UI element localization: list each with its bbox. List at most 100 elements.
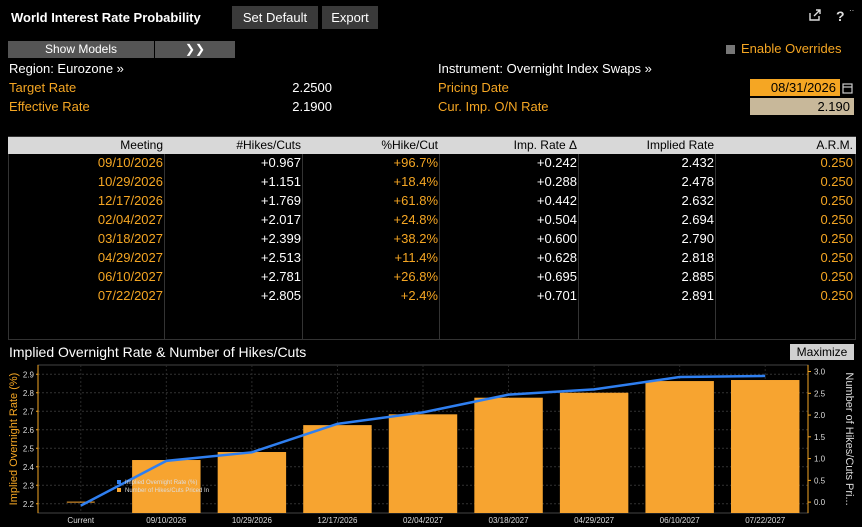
probability-table (8, 136, 856, 340)
header-arm[interactable]: A.R.M. (816, 138, 853, 152)
cell-implied-rate: 2.790 (681, 231, 714, 246)
cell-arm: 0.250 (820, 212, 853, 227)
y2-tick-label: 1.0 (814, 455, 826, 464)
show-models-button[interactable]: Show Models (8, 41, 154, 58)
effective-rate-label: Effective Rate (9, 99, 90, 114)
expand-models-button[interactable]: ❯❯ (155, 41, 235, 58)
cell-hikes-cuts: +0.967 (260, 155, 301, 170)
export-button[interactable]: Export (322, 6, 378, 29)
cell-meeting[interactable]: 02/04/2027 (97, 212, 163, 227)
x-tick-label: 02/04/2027 (403, 516, 444, 525)
cell-pct-hike-cut: +11.4% (394, 250, 439, 265)
cell-meeting[interactable]: 12/17/2026 (97, 193, 163, 208)
implied-rate-line (80, 374, 766, 507)
y-tick-label: 2.9 (23, 370, 35, 379)
set-default-button[interactable]: Set Default (232, 6, 318, 29)
cell-hikes-cuts: +1.151 (260, 174, 301, 189)
bar (731, 380, 800, 513)
header-hikes-cuts[interactable]: #Hikes/Cuts (236, 138, 301, 152)
x-tick-label: 06/10/2027 (660, 516, 701, 525)
help-icon[interactable]: ? (836, 8, 845, 24)
column-divider (302, 154, 303, 340)
table-header (8, 137, 856, 154)
cell-hikes-cuts: +2.399 (260, 231, 301, 246)
y2-axis-title: Number of Hikes/Cuts Pri... (843, 372, 855, 505)
header-imp-rate-delta[interactable]: Imp. Rate Δ (513, 138, 577, 152)
cell-hikes-cuts: +2.781 (260, 269, 301, 284)
cell-pct-hike-cut: +26.8% (393, 269, 438, 284)
pricing-date-input[interactable]: 08/31/2026 (750, 79, 840, 96)
calendar-icon[interactable] (842, 79, 855, 96)
cur-imp-rate-label: Cur. Imp. O/N Rate (438, 99, 549, 114)
bar (303, 425, 372, 513)
bar (645, 381, 714, 513)
y2-tick-label: 3.0 (814, 368, 826, 377)
cell-imp-rate-delta: +0.600 (536, 231, 577, 246)
pricing-date-label: Pricing Date (438, 80, 509, 95)
cell-pct-hike-cut: +96.7% (393, 155, 438, 170)
enable-overrides-label[interactable]: Enable Overrides (741, 41, 842, 56)
legend-label: Number of Hikes/Cuts Priced In (125, 488, 209, 494)
cell-implied-rate: 2.432 (681, 155, 714, 170)
y2-tick-label: 0.5 (814, 476, 826, 485)
cell-meeting[interactable]: 07/22/2027 (97, 288, 163, 303)
cell-hikes-cuts: +1.769 (260, 193, 301, 208)
header-meeting[interactable]: Meeting (120, 138, 163, 152)
x-tick-label: 09/10/2026 (146, 516, 187, 525)
cell-arm: 0.250 (820, 155, 853, 170)
bar (132, 460, 201, 513)
y-tick-label: 2.8 (23, 389, 35, 398)
cell-implied-rate: 2.891 (681, 288, 714, 303)
instrument-selector[interactable]: Instrument: Overnight Index Swaps » (438, 61, 652, 76)
y2-tick-label: 2.5 (814, 389, 826, 398)
cell-meeting[interactable]: 04/29/2027 (97, 250, 163, 265)
x-tick-label: Current (67, 516, 94, 525)
column-divider (715, 154, 716, 340)
cell-hikes-cuts: +2.513 (260, 250, 301, 265)
y-axis-title: Implied Overnight Rate (%) (8, 373, 20, 506)
column-divider (164, 154, 165, 340)
bar (559, 392, 629, 513)
cell-arm: 0.250 (820, 193, 853, 208)
y2-tick-label: 0.0 (814, 498, 826, 507)
header-pct-hike-cut[interactable]: %Hike/Cut (381, 138, 438, 152)
x-tick-label: 12/17/2026 (317, 516, 358, 525)
target-rate-value: 2.2500 (292, 80, 332, 95)
x-tick-label: 03/18/2027 (489, 516, 530, 525)
cell-imp-rate-delta: +0.695 (536, 269, 577, 284)
cell-imp-rate-delta: +0.628 (536, 250, 577, 265)
effective-rate-value: 2.1900 (292, 99, 332, 114)
cell-meeting[interactable]: 06/10/2027 (97, 269, 163, 284)
y-tick-label: 2.4 (23, 463, 35, 472)
y-tick-label: 2.7 (23, 407, 35, 416)
enable-overrides-checkbox[interactable] (726, 45, 735, 54)
cell-pct-hike-cut: +38.2% (393, 231, 438, 246)
cell-hikes-cuts: +2.805 (260, 288, 301, 303)
column-divider (439, 154, 440, 340)
cell-arm: 0.250 (820, 288, 853, 303)
legend-swatch (117, 488, 121, 492)
cell-pct-hike-cut: +18.4% (393, 174, 438, 189)
x-tick-label: 07/22/2027 (745, 516, 786, 525)
cell-arm: 0.250 (820, 250, 853, 265)
region-selector[interactable]: Region: Eurozone » (9, 61, 124, 76)
share-icon[interactable] (808, 8, 822, 25)
cell-imp-rate-delta: +0.242 (536, 155, 577, 170)
maximize-button[interactable]: Maximize (790, 344, 854, 360)
legend-swatch (117, 480, 121, 484)
column-divider (578, 154, 579, 340)
bar (474, 397, 543, 513)
cell-meeting[interactable]: 10/29/2026 (97, 174, 163, 189)
y2-tick-label: 2.0 (814, 411, 826, 420)
cell-implied-rate: 2.885 (681, 269, 714, 284)
cell-implied-rate: 2.478 (681, 174, 714, 189)
rate-chart: 2.2 2.3 2.4 2.5 2.6 2.7 2.8 2.9 0.0 0.5 1.0 1.5 2.0 2… (0, 361, 862, 527)
cell-hikes-cuts: +2.017 (260, 212, 301, 227)
y-tick-label: 2.5 (23, 444, 35, 453)
cell-imp-rate-delta: +0.442 (536, 193, 577, 208)
cell-meeting[interactable]: 03/18/2027 (97, 231, 163, 246)
legend-label: Implied Overnight Rate (%) (125, 480, 197, 486)
cur-imp-rate-input[interactable]: 2.190 (750, 98, 854, 115)
cell-meeting[interactable]: 09/10/2026 (97, 155, 163, 170)
header-implied-rate[interactable]: Implied Rate (646, 138, 714, 152)
